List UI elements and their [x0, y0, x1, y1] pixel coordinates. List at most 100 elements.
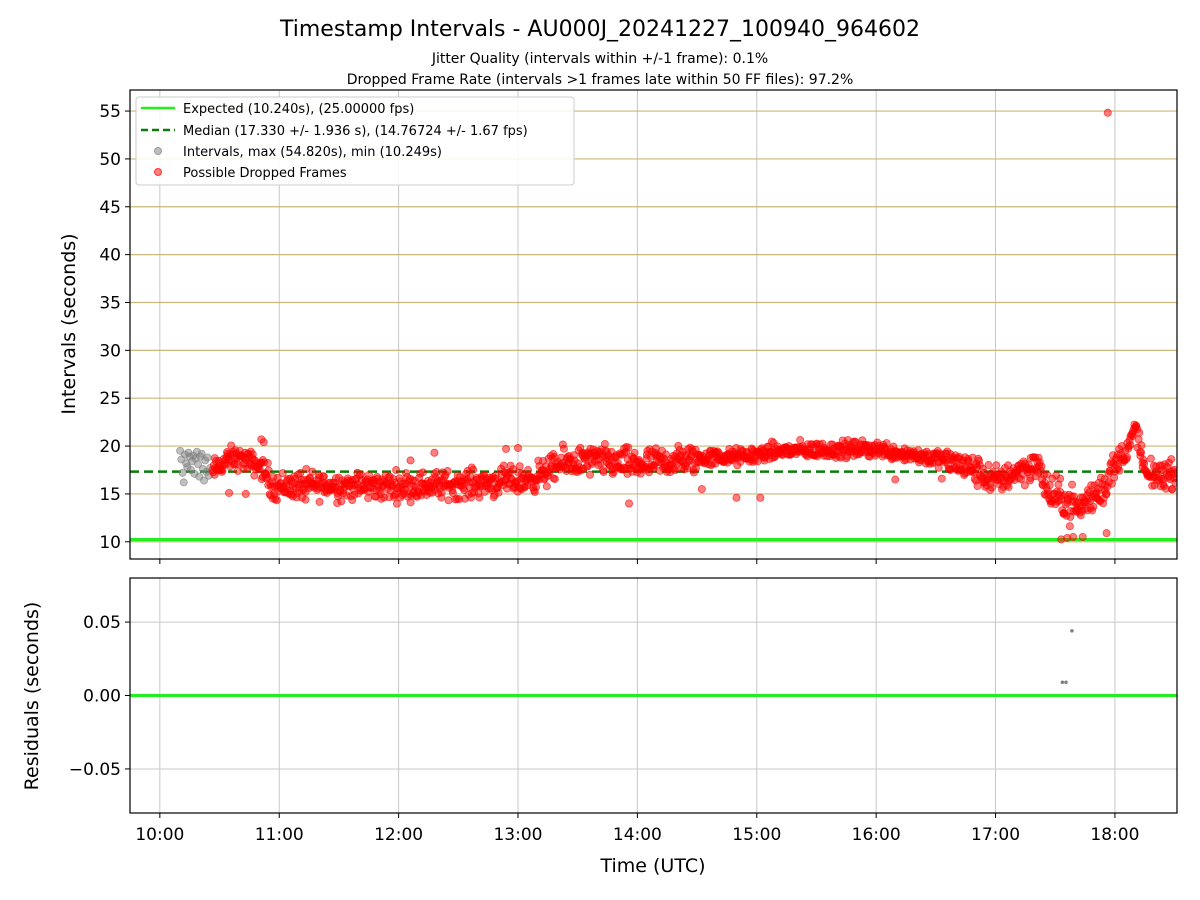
dropped-frame-point — [1089, 502, 1098, 511]
dropped-frame-point — [550, 474, 559, 483]
residual-point — [1060, 680, 1065, 685]
dropped-frame-point — [1103, 108, 1112, 117]
dropped-frame-point — [992, 461, 1001, 470]
top-y-axis-ticks: 10 15 20 25 30 35 40 45 50 55 — [99, 102, 130, 553]
legend-dropped-label: Possible Dropped Frames — [183, 166, 347, 181]
top-y-tick-label: 30 — [99, 341, 121, 361]
legend-intervals-swatch — [154, 147, 162, 155]
bottom-y-axis-ticks: 0.05 0.00 −0.05 — [69, 613, 130, 780]
x-tick-label: 15:00 — [732, 825, 781, 845]
dropped-frame-point — [225, 488, 234, 497]
chart-subtitle-dropped: Dropped Frame Rate (intervals >1 frames … — [347, 72, 854, 88]
x-tick-label: 16:00 — [852, 825, 901, 845]
dropped-frame-point — [599, 467, 608, 476]
dropped-frame-point — [1137, 448, 1146, 457]
dropped-frame-point — [1167, 455, 1176, 464]
dropped-frame-point — [624, 443, 633, 452]
dropped-frame-point — [475, 493, 484, 502]
dropped-frame-point — [1065, 522, 1074, 531]
interval-point — [197, 449, 206, 458]
chart-legend: Expected (10.240s), (25.00000 fps) Media… — [135, 96, 575, 186]
x-tick-label: 17:00 — [971, 825, 1020, 845]
top-y-axis-label: Intervals (seconds) — [58, 233, 80, 414]
bottom-y-tick-label: −0.05 — [69, 760, 121, 780]
dropped-frame-point — [1069, 532, 1078, 541]
dropped-frame-point — [671, 466, 680, 475]
dropped-frame-point — [443, 467, 452, 476]
bottom-y-tick-label: 0.00 — [83, 687, 121, 707]
dropped-frame-point — [406, 498, 415, 507]
dropped-frame-point — [444, 496, 453, 505]
x-tick-label: 10:00 — [135, 825, 184, 845]
top-scatter-points — [176, 108, 1177, 544]
dropped-frame-point — [263, 459, 272, 468]
legend-dropped-swatch — [154, 168, 162, 176]
dropped-frame-point — [542, 482, 551, 491]
legend-box — [135, 96, 575, 186]
legend-intervals-label: Intervals, max (54.820s), min (10.249s) — [183, 145, 442, 160]
dropped-frame-point — [1056, 474, 1065, 483]
x-tick-label: 18:00 — [1090, 825, 1139, 845]
dropped-frame-point — [1123, 453, 1132, 462]
top-y-tick-label: 15 — [99, 485, 121, 505]
bottom-y-axis-label: Residuals (seconds) — [21, 602, 43, 791]
dropped-frame-point — [1115, 466, 1124, 475]
dropped-frame-point — [586, 470, 595, 479]
dropped-frame-point — [559, 444, 568, 453]
dropped-frame-point — [494, 488, 503, 497]
top-y-tick-label: 40 — [99, 246, 121, 266]
dropped-frame-point — [625, 499, 634, 508]
residual-point — [1070, 629, 1074, 633]
x-tick-label: 13:00 — [493, 825, 542, 845]
dropped-frame-point — [937, 474, 946, 483]
top-y-tick-label: 20 — [99, 437, 121, 457]
dropped-frame-point — [1045, 481, 1054, 490]
dropped-frame-point — [984, 461, 993, 470]
dropped-frame-point — [513, 443, 522, 452]
dropped-frame-point — [1102, 489, 1111, 498]
dropped-frame-point — [1043, 470, 1052, 479]
dropped-frame-point — [1137, 441, 1146, 450]
top-y-tick-label: 35 — [99, 293, 121, 313]
dropped-frame-point — [697, 485, 706, 494]
dropped-frame-point — [499, 461, 508, 470]
dropped-frame-point — [1020, 481, 1029, 490]
dropped-frame-point — [882, 439, 891, 448]
legend-expected-label: Expected (10.240s), (25.00000 fps) — [183, 102, 414, 117]
dropped-frame-point — [1168, 485, 1177, 494]
x-tick-label: 12:00 — [374, 825, 423, 845]
dropped-frame-point — [661, 450, 670, 459]
dropped-frame-point — [259, 438, 268, 447]
dropped-frame-point — [732, 493, 741, 502]
dropped-frame-point — [1146, 454, 1155, 463]
top-y-tick-label: 55 — [99, 102, 121, 122]
dropped-frame-point — [392, 466, 401, 475]
dropped-frame-point — [430, 448, 439, 457]
dropped-frame-point — [600, 439, 609, 448]
dropped-frame-point — [319, 472, 328, 481]
bottom-y-tick-label: 0.05 — [83, 613, 121, 633]
dropped-frame-point — [1078, 532, 1087, 541]
dropped-frame-point — [515, 462, 524, 471]
bottom-x-axis-ticks: 10:00 11:00 12:00 13:00 14:00 15:00 16:00 17:00… — [135, 813, 1139, 845]
top-y-tick-label: 50 — [99, 150, 121, 170]
legend-median-label: Median (17.330 +/- 1.936 s), (14.76724 +… — [183, 124, 528, 139]
dropped-frame-point — [756, 493, 765, 502]
dropped-frame-point — [502, 444, 511, 453]
interval-point — [179, 478, 188, 487]
dropped-frame-point — [301, 495, 310, 504]
dropped-frame-point — [392, 499, 401, 508]
dropped-frame-point — [264, 466, 273, 475]
interval-point — [194, 460, 203, 469]
dropped-frame-point — [315, 497, 324, 506]
dropped-frame-point — [364, 494, 373, 503]
interval-point — [203, 453, 212, 462]
dropped-frame-point — [337, 497, 346, 506]
dropped-frame-point — [1126, 441, 1135, 450]
dropped-frame-point — [891, 475, 900, 484]
top-y-tick-label: 45 — [99, 198, 121, 218]
dropped-frame-point — [308, 467, 317, 476]
dropped-frame-point — [1102, 529, 1111, 538]
top-plot-frame — [129, 89, 1178, 560]
